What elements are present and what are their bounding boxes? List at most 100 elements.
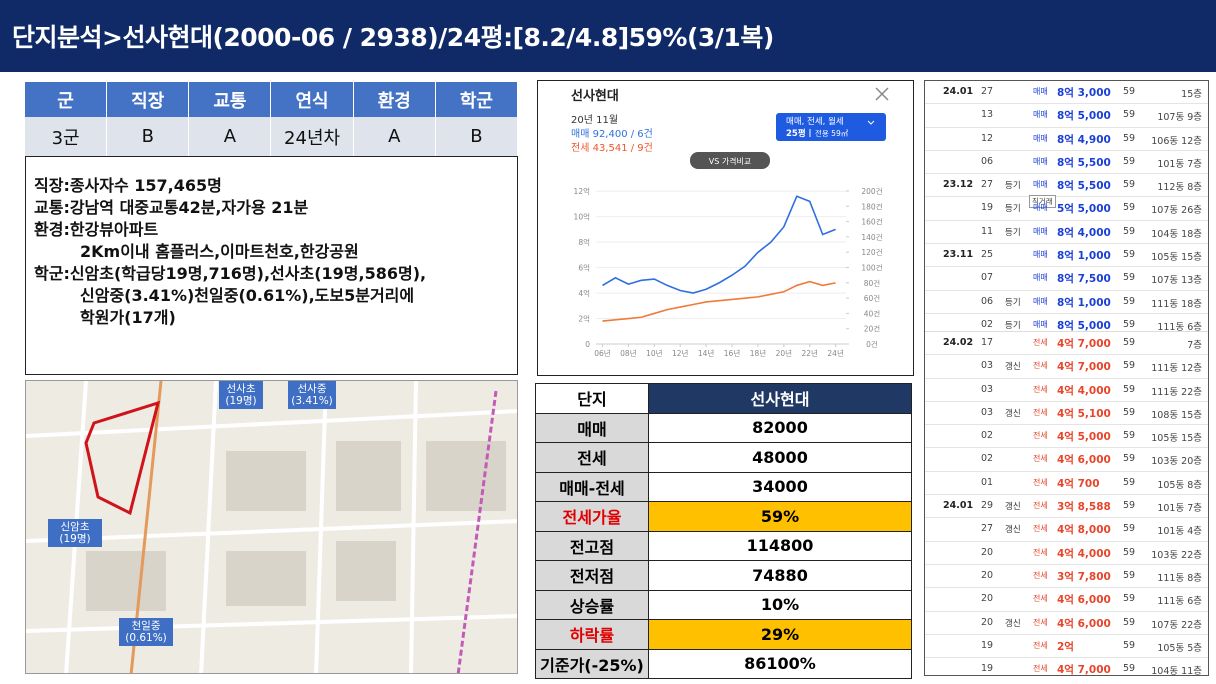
score-header: 환경 — [353, 82, 436, 117]
trade-amount: 4억 7,000 — [1057, 361, 1111, 374]
trade-amount: 4억 4,000 — [1057, 547, 1111, 560]
trade-row: 03 전세 4억 4,000 59 111동 22층 — [925, 379, 1208, 402]
trade-day: 20 — [981, 616, 994, 628]
trade-area: 59 — [1123, 179, 1136, 191]
summary-value: 59% — [648, 501, 912, 532]
trade-day: 20 — [981, 569, 994, 581]
trade-row: 24.01 29 갱신 전세 3억 8,588 59 101동 7층 — [925, 495, 1208, 519]
trade-row: 20 전세 3억 7,800 59 111동 8층 — [925, 565, 1208, 589]
trade-amount: 4억 8,000 — [1057, 524, 1111, 537]
trade-row: 02 전세 4억 6,000 59 103동 20층 — [925, 448, 1208, 472]
y2-tick-label: 40건 — [864, 308, 881, 318]
y-tick-label: 10억 — [574, 213, 590, 222]
trade-amount: 4억 7,000 — [1057, 664, 1111, 676]
trade-day: 02 — [981, 453, 994, 465]
score-header: 직장 — [107, 82, 190, 117]
subway — [456, 390, 498, 673]
trade-day: 19 — [981, 202, 994, 214]
trade-kind: 전세 — [1033, 477, 1048, 487]
trade-kind: 전세 — [1033, 547, 1048, 557]
trade-amount: 5억 5,000 — [1057, 203, 1111, 216]
trade-tag: 갱신 — [1005, 362, 1021, 373]
trade-month: 24.02 — [943, 337, 974, 348]
trade-row: 20 전세 4억 6,000 59 111동 6층 — [925, 588, 1208, 612]
summary-label: 전세 — [535, 442, 649, 473]
sale-summary: 매매 92,400 / 6건 — [571, 128, 653, 140]
trade-unit: 101동 7층 — [1157, 503, 1202, 515]
summary-row: 상승률 10% — [535, 589, 912, 620]
x-tick-label: 22년 — [802, 348, 819, 358]
trade-day: 19 — [981, 639, 994, 651]
trade-kind: 전세 — [1033, 594, 1048, 604]
map-label: (19명) — [59, 533, 90, 545]
trade-area: 59 — [1123, 295, 1136, 307]
map-label-box — [119, 618, 173, 646]
note-line: 학원가(17개) — [80, 308, 176, 327]
trade-row: 19 전세 4억 7,000 59 104동 11층 — [925, 658, 1208, 676]
y2-tick-label: 60건 — [864, 293, 881, 303]
trade-unit: 111동 12층 — [1151, 363, 1202, 375]
trade-area: 59 — [1123, 132, 1136, 144]
trade-kind: 매매 — [1033, 250, 1048, 260]
trade-amount: 4억 700 — [1057, 477, 1100, 490]
trade-unit: 107동 22층 — [1151, 619, 1202, 631]
summary-label: 매매 — [535, 412, 649, 443]
note-line: 교통:강남역 대중교통42분,자가용 21분 — [34, 198, 309, 217]
trade-area: 59 — [1123, 546, 1136, 558]
trade-unit: 105동 15층 — [1151, 252, 1202, 264]
score-value: 3군 — [25, 117, 108, 156]
trade-unit: 103동 20층 — [1151, 456, 1202, 468]
compare-label: VS 가격비교 — [709, 156, 752, 166]
score-header: 학군 — [435, 82, 518, 117]
compare-button[interactable] — [690, 152, 770, 169]
trade-tag: 갱신 — [1005, 618, 1021, 629]
score-table: 군 직장 교통 연식 환경 학군 3군 B A 24년차 A B — [25, 82, 518, 156]
trade-kind: 전세 — [1033, 361, 1048, 371]
trade-unit: 107동 13층 — [1151, 275, 1202, 287]
trade-row: 01 전세 4억 700 59 105동 8층 — [925, 472, 1208, 496]
trade-amount: 2억 — [1057, 640, 1074, 653]
trade-kind: 전세 — [1033, 640, 1048, 650]
trade-area: 59 — [1123, 337, 1136, 348]
summary-label: 전저점 — [535, 560, 649, 591]
trade-kind: 전세 — [1033, 431, 1048, 441]
trade-area: 59 — [1123, 109, 1136, 121]
trade-row: 12 매매 8억 4,900 59 106동 12층 — [925, 128, 1208, 151]
roads — [26, 381, 517, 673]
trade-amount: 4억 4,000 — [1057, 384, 1111, 397]
trade-row: 06 등기 매매 8억 1,000 59 111동 18층 — [925, 291, 1208, 314]
y2-tick-label: 80건 — [864, 278, 881, 288]
trade-tag: 갱신 — [1005, 408, 1021, 419]
trade-amount: 8억 5,500 — [1057, 180, 1111, 193]
trade-area: 59 — [1123, 500, 1136, 512]
trade-area: 59 — [1123, 249, 1136, 261]
y2-tick-label: 0건 — [866, 339, 878, 349]
notes: 직장:종사자수 157,465명 교통:강남역 대중교통42분,자가용 21분 환경… — [25, 156, 518, 375]
y2-tick-label: 140건 — [861, 232, 882, 242]
map-label: 선사초 — [227, 383, 256, 395]
summary-value: 86100% — [648, 648, 912, 679]
summary-value: 10% — [648, 589, 912, 620]
trade-day: 27 — [981, 179, 994, 191]
x-tick-label: 06년 — [594, 348, 611, 358]
note-line: 신암중(3.41%)천일중(0.61%),도보5분거리에 — [80, 286, 415, 305]
trade-row: 02 등기 매매 8억 5,000 59 111동 6층 — [925, 314, 1208, 333]
trade-kind: 전세 — [1033, 570, 1048, 580]
trade-day: 11 — [981, 225, 994, 237]
trade-day: 07 — [981, 272, 994, 284]
trade-kind: 전세 — [1033, 384, 1048, 394]
trade-month: 23.12 — [943, 179, 974, 191]
summary-label: 하락률 — [535, 619, 649, 650]
area: 전용 59㎡ — [815, 128, 849, 138]
summary-row: 전세가율 59% — [535, 501, 912, 532]
trade-month: 23.11 — [943, 249, 974, 261]
trade-tag: 등기 — [1005, 227, 1021, 238]
map-label: 천일중 — [132, 619, 161, 632]
filter-button[interactable] — [776, 113, 886, 141]
chevron — [867, 120, 875, 125]
trade-tag: 등기 — [1005, 297, 1021, 308]
score-header: 교통 — [189, 82, 272, 117]
trade-area: 59 — [1123, 383, 1136, 395]
summary-row: 전고점 114800 — [535, 530, 912, 561]
